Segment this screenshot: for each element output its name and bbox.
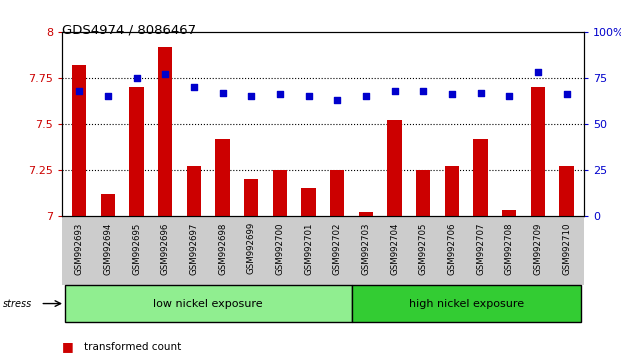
Bar [129, 87, 144, 216]
Point [275, 92, 285, 97]
Bar [473, 139, 487, 216]
Bar [273, 170, 287, 216]
Bar [72, 65, 86, 216]
Bar [416, 170, 430, 216]
Text: high nickel exposure: high nickel exposure [409, 298, 524, 309]
Bar [215, 139, 230, 216]
Bar [244, 179, 258, 216]
Point [561, 92, 571, 97]
Bar [330, 170, 345, 216]
Point [361, 93, 371, 99]
Bar [359, 212, 373, 216]
Point [389, 88, 399, 93]
Bar [101, 194, 115, 216]
Point [75, 88, 84, 93]
Point [332, 97, 342, 103]
Point [504, 93, 514, 99]
Point [103, 93, 113, 99]
Text: ■: ■ [62, 341, 74, 353]
Point [419, 88, 428, 93]
Text: transformed count: transformed count [84, 342, 181, 352]
Point [189, 84, 199, 90]
Point [533, 69, 543, 75]
Point [304, 93, 314, 99]
Point [160, 72, 170, 77]
Bar [158, 47, 173, 216]
Bar [187, 166, 201, 216]
Bar [388, 120, 402, 216]
Bar [531, 87, 545, 216]
Bar [301, 188, 315, 216]
Bar [560, 166, 574, 216]
Text: low nickel exposure: low nickel exposure [153, 298, 263, 309]
Bar [445, 166, 459, 216]
Point [476, 90, 486, 96]
Point [217, 90, 227, 96]
Point [247, 93, 256, 99]
Point [132, 75, 142, 81]
Text: GDS4974 / 8086467: GDS4974 / 8086467 [62, 23, 196, 36]
Point [447, 92, 457, 97]
Text: stress: stress [3, 298, 32, 309]
Bar [502, 210, 517, 216]
